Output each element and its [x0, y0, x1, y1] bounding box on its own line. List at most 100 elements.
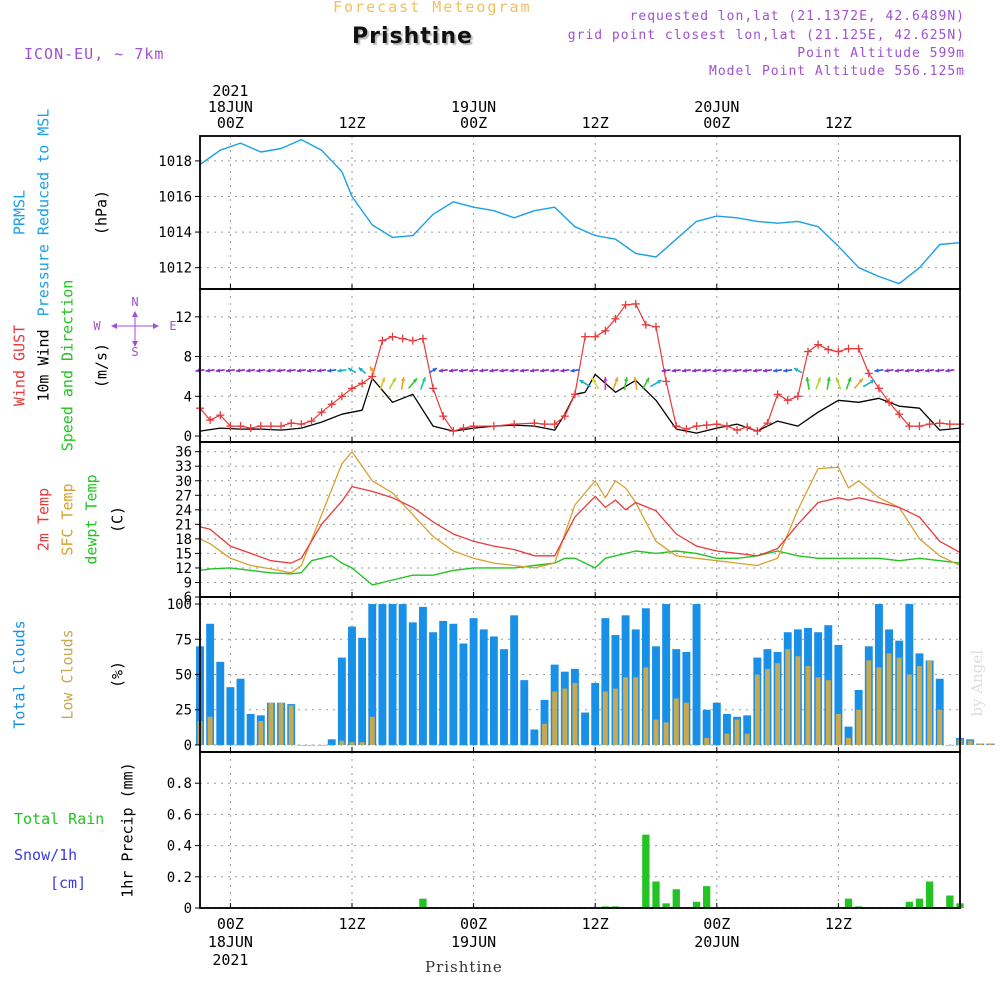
panel-label-temperature: (C) [109, 506, 127, 533]
gust-marker [307, 417, 316, 426]
wind-direction-arrow [347, 367, 357, 374]
low-cloud-bar [795, 656, 801, 745]
wind-direction-arrow [862, 379, 875, 388]
gust-marker [388, 332, 397, 341]
y-tick-label: 9 [184, 575, 192, 591]
total-cloud-bar [388, 604, 397, 745]
panel-label-pressure: Pressure Reduced to MSL [35, 109, 53, 317]
low-cloud-bar [765, 668, 770, 745]
y-tick-label: 36 [175, 445, 192, 461]
low-cloud-bar [977, 743, 983, 745]
gust-marker [925, 420, 934, 429]
low-cloud-bar [217, 744, 223, 746]
wind-direction-arrow [681, 368, 691, 373]
gust-marker [216, 411, 225, 420]
wind-direction-arrow [358, 366, 367, 374]
wind-direction-arrow [235, 368, 246, 373]
low-cloud-bar [521, 744, 527, 746]
total-cloud-bar [591, 682, 600, 745]
wind-direction-arrow [369, 366, 376, 375]
compass-east: E [169, 319, 176, 333]
total-cloud-bar [662, 604, 671, 745]
x-axis-top-label: 12Z [338, 114, 365, 132]
low-cloud-bar [592, 744, 598, 746]
x-axis-bottom-label: 19JUN [451, 933, 496, 951]
y-tick-label: 18 [175, 532, 192, 548]
low-cloud-bar [359, 742, 365, 745]
total-cloud-bar [712, 702, 721, 745]
panel-label-wind: Speed and Direction [59, 280, 77, 452]
gust-marker [935, 419, 944, 428]
gust-marker [733, 426, 742, 435]
panel-frame-pressure [199, 135, 961, 290]
low-cloud-bar [298, 744, 304, 746]
sfc-temp-line [199, 451, 961, 574]
total-cloud-bar [844, 726, 853, 745]
y-tick-label: 0.4 [167, 839, 192, 855]
gust-marker [621, 300, 630, 309]
y-tick-label: 75 [175, 632, 192, 648]
gust-marker [236, 422, 245, 431]
wind-direction-arrow [722, 368, 732, 373]
low-cloud-bar [653, 719, 659, 745]
low-cloud-bar [491, 744, 497, 746]
low-cloud-bar [734, 719, 740, 745]
low-cloud-bar [440, 744, 446, 746]
gust-marker [793, 392, 802, 401]
y-tick-label: 12 [175, 561, 192, 577]
total-cloud-bar [743, 715, 752, 745]
low-cloud-bar [613, 688, 618, 745]
gust-marker [337, 392, 346, 401]
low-cloud-bar [694, 744, 699, 746]
wind-direction-arrow [945, 368, 955, 373]
gust-marker [814, 340, 823, 349]
wind-direction-arrow [205, 368, 215, 373]
low-cloud-bar [714, 744, 720, 746]
total-cloud-bar [398, 604, 407, 745]
wind-direction-arrow [225, 368, 235, 373]
rain-bar [672, 889, 680, 908]
wind-direction-arrow [603, 376, 608, 390]
total-cloud-bar [449, 623, 458, 745]
total-cloud-bar [368, 604, 377, 745]
pressure-line [199, 138, 961, 285]
model-point-altitude: Model Point Altitude 556.125m [709, 64, 965, 79]
total-cloud-bar [216, 661, 225, 745]
x-axis-top-label: 19JUN [451, 98, 496, 116]
wind-direction-arrow [327, 368, 337, 373]
low-cloud-bar [704, 737, 710, 745]
total-cloud-bar [510, 615, 519, 745]
x-axis-bottom-label: 00Z [217, 915, 244, 933]
low-cloud-bar [623, 677, 629, 745]
total-cloud-bar [327, 739, 336, 745]
low-cloud-bar [461, 744, 466, 746]
low-cloud-bar [227, 744, 233, 746]
low-cloud-bar [633, 677, 639, 745]
total-cloud-bar [530, 729, 539, 745]
low-cloud-bar [430, 744, 436, 746]
gust-marker [753, 427, 762, 436]
low-cloud-bar [724, 733, 730, 745]
wind-direction-arrow [914, 368, 925, 373]
wind-direction-arrow [448, 368, 458, 373]
wind-direction-arrow [742, 368, 752, 373]
low-cloud-bar [663, 722, 669, 745]
wind-direction-arrow [641, 377, 650, 390]
gust-marker [743, 423, 752, 432]
wind-direction-arrow [894, 368, 904, 373]
precip-label-snow: Snow/1h [14, 846, 77, 864]
gust-marker [560, 412, 569, 421]
low-cloud-bar [815, 677, 821, 745]
low-cloud-bar [531, 744, 537, 746]
total-cloud-bar [226, 687, 235, 745]
gust-marker [652, 322, 660, 331]
gust-marker [287, 419, 296, 428]
gust-marker [631, 299, 640, 308]
gust-marker [611, 314, 620, 323]
wind-direction-arrow [773, 368, 783, 373]
gust-marker [429, 384, 438, 393]
gust-marker [692, 422, 701, 431]
low-cloud-bar [238, 744, 243, 746]
gust-marker [945, 420, 954, 429]
total-cloud-bar [337, 657, 346, 745]
